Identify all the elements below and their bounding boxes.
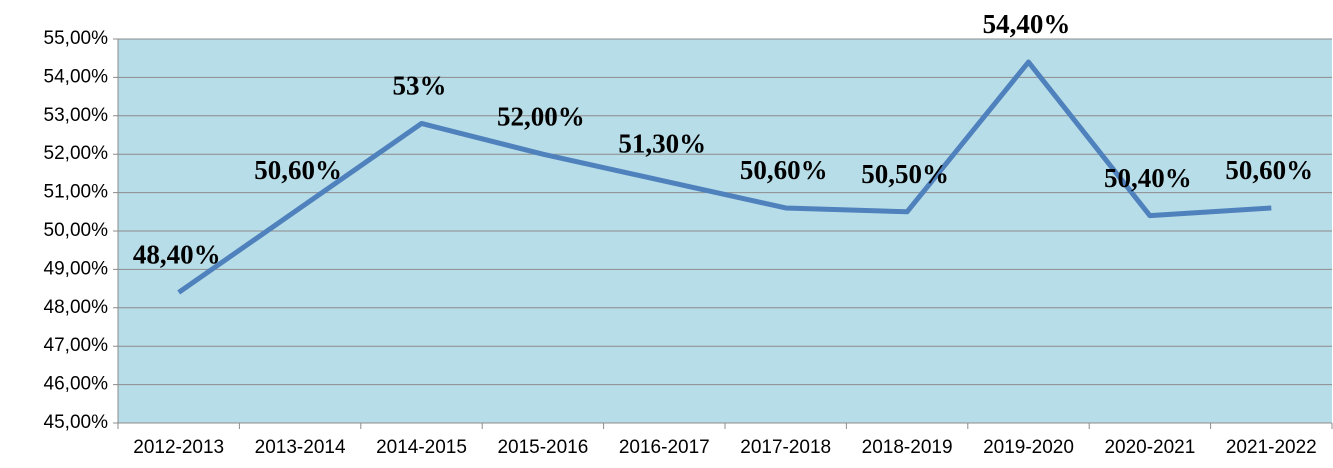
data-label: 50,60% [740, 155, 828, 185]
x-tick-label: 2015-2016 [497, 437, 588, 458]
y-tick-label: 51,00% [44, 182, 109, 203]
data-label: 50,40% [1104, 163, 1192, 193]
y-tick-label: 46,00% [44, 374, 109, 395]
y-tick-label: 45,00% [44, 412, 109, 433]
y-tick-label: 49,00% [44, 258, 109, 279]
y-tick-label: 52,00% [44, 143, 109, 164]
x-tick-label: 2019-2020 [983, 437, 1074, 458]
y-tick-label: 55,00% [44, 28, 109, 49]
line-series [177, 59, 1272, 295]
x-tick-label: 2020-2021 [1104, 437, 1195, 458]
x-tick-label: 2013-2014 [255, 437, 346, 458]
y-tick-label: 53,00% [44, 105, 109, 126]
data-label: 54,40% [983, 9, 1071, 39]
x-tick-label: 2018-2019 [862, 437, 953, 458]
y-tick-label: 54,00% [44, 66, 109, 87]
data-label: 50,60% [1225, 155, 1313, 185]
data-label: 50,50% [861, 159, 949, 189]
x-tick-label: 2014-2015 [376, 437, 467, 458]
data-label: 52,00% [497, 101, 585, 131]
data-label: 48,40% [133, 240, 221, 270]
y-tick-label: 50,00% [44, 220, 109, 241]
data-label: 50,60% [254, 155, 342, 185]
x-tick-label: 2016-2017 [619, 437, 710, 458]
x-tick-label: 2017-2018 [740, 437, 831, 458]
data-label: 53% [393, 71, 447, 101]
y-tick-label: 48,00% [44, 297, 109, 318]
y-tick-label: 47,00% [44, 335, 109, 356]
x-tick-label: 2021-2022 [1226, 437, 1317, 458]
data-label: 51,30% [618, 128, 706, 158]
x-tick-label: 2012-2013 [133, 437, 224, 458]
